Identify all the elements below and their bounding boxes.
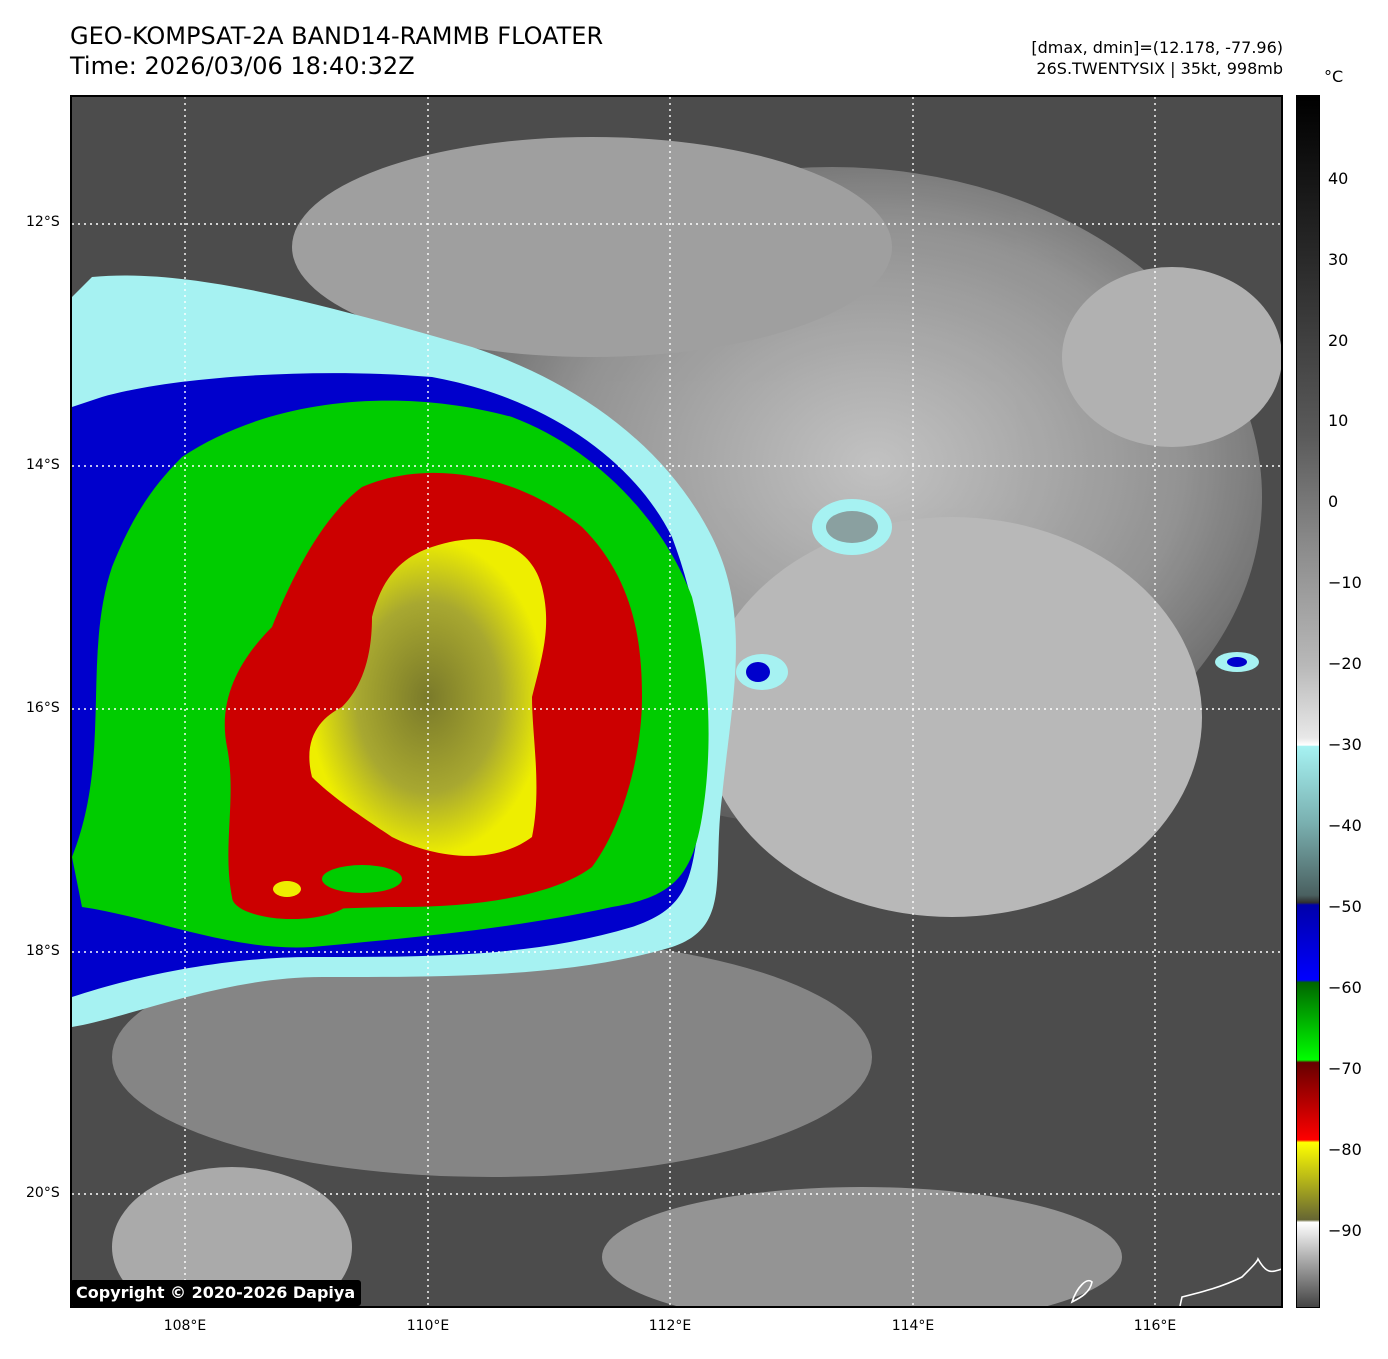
lat-label-14s: 14°S (26, 457, 60, 473)
yellow-fragment (273, 881, 301, 897)
lon-label-108e: 108°E (163, 1318, 207, 1334)
lat-label-20s: 20°S (26, 1185, 60, 1201)
title-satellite: GEO-KOMPSAT-2A BAND14-RAMMB FLOATER (70, 22, 604, 50)
colorbar-label-m80: −80 (1328, 1140, 1362, 1159)
colorbar-label-30: 30 (1328, 250, 1349, 269)
colorbar-label-0: 0 (1328, 492, 1339, 511)
lat-label-18s: 18°S (26, 943, 60, 959)
colorbar-label-m40: −40 (1328, 816, 1362, 835)
data-range-text: [dmax, dmin]=(12.178, -77.96) (1031, 38, 1283, 57)
storm-info-text: 26S.TWENTYSIX | 35kt, 998mb (1036, 59, 1283, 78)
title-time: Time: 2026/03/06 18:40:32Z (70, 52, 415, 80)
copyright-badge: Copyright © 2020-2026 Dapiya (70, 1280, 362, 1306)
satellite-image-map (70, 95, 1283, 1308)
colorbar-label-m50: −50 (1328, 897, 1362, 916)
storm-enhancement (72, 275, 736, 1028)
coastline (1070, 1257, 1281, 1306)
colorbar-label-m90: −90 (1328, 1221, 1362, 1240)
colorbar-label-m70: −70 (1328, 1059, 1362, 1078)
colorbar-label-40: 40 (1328, 169, 1349, 188)
colorbar-label-m60: −60 (1328, 978, 1362, 997)
lat-label-12s: 12°S (26, 214, 60, 230)
colorbar-label-m10: −10 (1328, 573, 1362, 592)
colorbar-label-m30: −30 (1328, 735, 1362, 754)
lon-label-112e: 112°E (648, 1318, 692, 1334)
red-fragment (232, 875, 352, 919)
colorbar-unit: °C (1324, 67, 1344, 86)
lon-label-116e: 116°E (1133, 1318, 1177, 1334)
colorbar-label-20: 20 (1328, 331, 1349, 350)
lon-label-110e: 110°E (406, 1318, 450, 1334)
isolated-cells (736, 499, 1259, 690)
green-fragment (322, 865, 402, 893)
colorbar-label-10: 10 (1328, 411, 1349, 430)
colorbar-label-m20: −20 (1328, 654, 1362, 673)
lon-label-114e: 114°E (891, 1318, 935, 1334)
temperature-colorbar (1296, 95, 1320, 1308)
lat-label-16s: 16°S (26, 700, 60, 716)
